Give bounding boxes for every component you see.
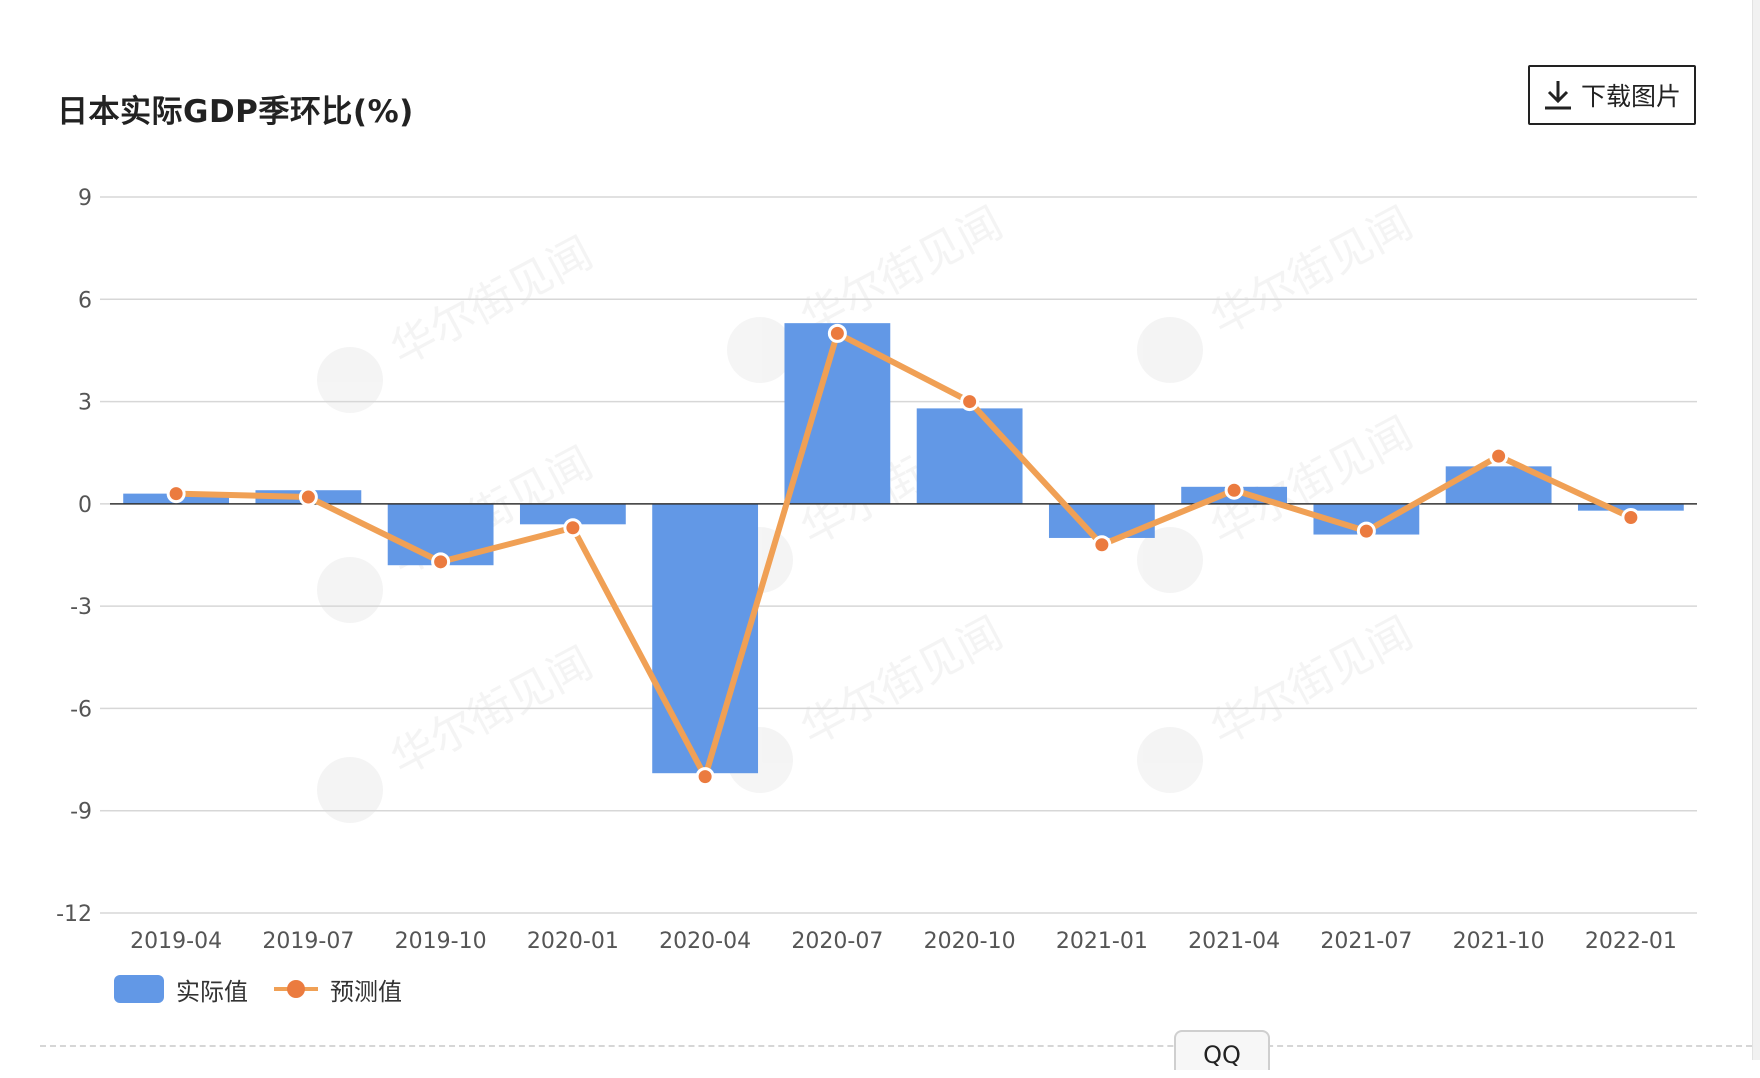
watermark-text: 华尔街见闻 [383,228,601,376]
download-image-button[interactable]: 下载图片 [1528,65,1696,125]
section-divider [40,1045,1752,1047]
watermark-logo-icon [317,757,383,823]
forecast-point-2020-01 [563,518,583,538]
download-icon [1544,81,1571,110]
watermark-text: 华尔街见闻 [1203,608,1421,756]
legend-item-forecast[interactable]: 预测值 [274,972,402,1007]
legend-label-forecast: 预测值 [330,977,402,1006]
bar-2020-01 [519,503,626,525]
bar-2020-10 [916,408,1023,504]
line-series [166,323,1641,787]
x-axis-ticks: 2019-04 2019-07 2019-10 2020-01 2020-04 2020-… [130,929,1677,954]
forecast-point-2021-10 [1489,446,1509,466]
watermark-logo-icon [1137,527,1203,593]
right-edge-scrollbar [1752,0,1760,1060]
forecast-point-2021-01 [1092,535,1112,555]
legend: 实际值 预测值 [114,972,428,1006]
forecast-point-2019-10 [431,552,451,572]
forecast-point-2020-07 [827,323,847,343]
y-tick-label: -9 [70,800,92,825]
forecast-point-2019-07 [298,487,318,507]
legend-item-actual[interactable]: 实际值 [114,972,248,1007]
x-tick-label: 2020-07 [791,929,883,954]
forecast-point-2022-01 [1621,507,1641,527]
x-tick-label: 2019-07 [262,929,354,954]
watermark-text: 华尔街见闻 [383,638,601,786]
bar-2020-04 [652,503,759,774]
watermark: 华尔街见闻 [727,608,1011,793]
forecast-point-2021-07 [1356,521,1376,541]
watermark: 华尔街见闻 [317,228,601,413]
x-tick-label: 2020-01 [527,929,619,954]
watermark-text: 华尔街见闻 [1203,198,1421,346]
forecast-line [173,330,1634,780]
watermark-logo-icon [1137,727,1203,793]
x-tick-label: 2019-04 [130,929,222,954]
y-tick-label: -12 [56,902,92,927]
y-tick-label: -6 [70,697,92,722]
x-tick-label: 2019-10 [395,929,487,954]
y-tick-label: -3 [70,595,92,620]
qq-tab[interactable]: QQ [1174,1030,1270,1070]
x-tick-label: 2020-04 [659,929,751,954]
watermark: 华尔街见闻 [317,638,601,823]
forecast-point-2020-10 [960,392,980,412]
watermark-logo-icon [317,347,383,413]
forecast-point-2020-04 [695,767,715,787]
x-tick-label: 2021-10 [1453,929,1545,954]
grid-lines [100,196,1697,914]
watermark-logo-icon [1137,317,1203,383]
watermark-text: 华尔街见闻 [793,608,1011,756]
watermark: 华尔街见闻 [1137,608,1421,793]
x-tick-label: 2021-04 [1188,929,1280,954]
y-tick-label: 0 [78,493,92,518]
x-tick-label: 2022-01 [1585,929,1677,954]
legend-swatch-actual [114,975,164,1003]
chart-title: 日本实际GDP季环比(%) [57,94,414,130]
bar-2022-01 [1577,503,1684,511]
forecast-point-2019-04 [166,484,186,504]
y-tick-label: 3 [78,391,92,416]
y-tick-label: 9 [78,186,92,211]
watermark: 华尔街见闻 [1137,198,1421,383]
legend-label-actual: 实际值 [176,977,248,1006]
watermark-logo-icon [317,557,383,623]
x-tick-label: 2020-10 [924,929,1016,954]
forecast-point-2021-04 [1224,480,1244,500]
legend-swatch-forecast [274,980,318,998]
watermark-logo-icon [727,317,793,383]
y-axis-ticks: 9 6 3 0 -3 -6 -9 -12 [56,186,92,927]
download-button-label: 下载图片 [1580,82,1681,111]
x-tick-label: 2021-01 [1056,929,1148,954]
x-tick-label: 2021-07 [1320,929,1412,954]
y-tick-label: 6 [78,288,92,313]
